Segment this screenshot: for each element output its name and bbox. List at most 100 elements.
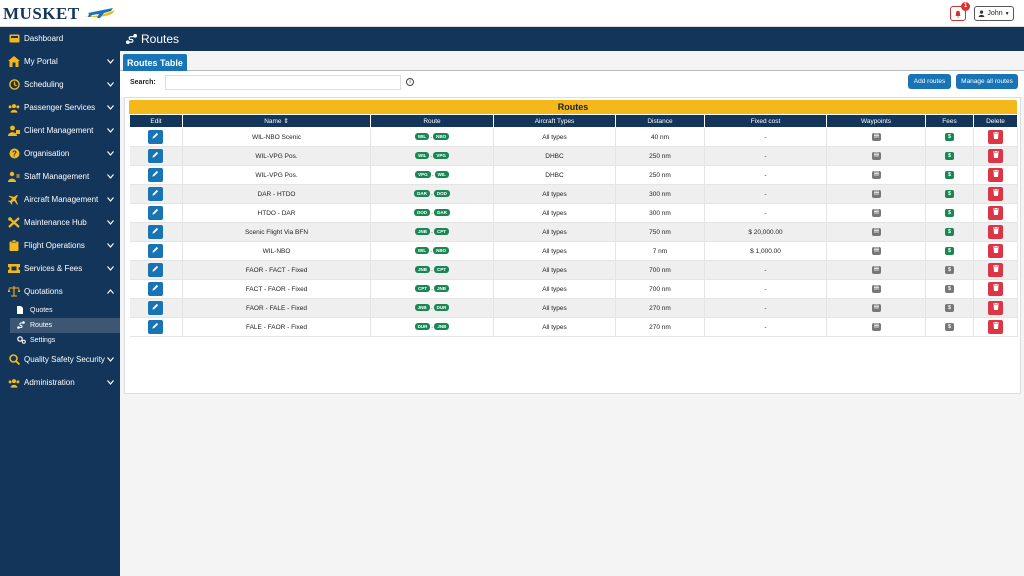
delete-button[interactable] [988,206,1003,220]
chevron-down-icon[interactable] [107,57,114,66]
fees-button[interactable]: $ [945,209,954,217]
sidebar-item-quality-safety-security[interactable]: Quality Safety Security [0,348,120,371]
delete-button[interactable] [988,130,1003,144]
delete-button[interactable] [988,263,1003,277]
chevron-up-icon[interactable] [107,287,114,296]
route-to-badge: JNB [434,323,450,331]
chevron-down-icon[interactable] [107,103,114,112]
edit-button[interactable] [148,263,164,277]
add-routes-button[interactable]: Add routes [908,74,951,89]
sidebar-subitem-quotes[interactable]: Quotes [0,303,120,318]
delete-button[interactable] [988,225,1003,239]
fees-button[interactable]: $ [945,304,954,312]
tab-routes-table[interactable]: Routes Table [123,54,187,71]
route-from-badge: DUR [414,323,431,331]
distance: 700 nm [615,279,705,299]
sidebar-subitem-routes[interactable]: Routes [10,318,120,333]
waypoints-button[interactable] [871,152,881,160]
tab-bar: Routes Table [120,51,1024,71]
fees-button[interactable]: $ [945,190,954,198]
routes-panel: Routes Edit Name ⇕ Route Aircraft Types … [124,97,1021,394]
staff-icon [8,171,20,183]
fees-button[interactable]: $ [945,323,954,331]
waypoints-button[interactable] [871,209,881,217]
edit-button[interactable] [148,320,164,334]
fees-button[interactable]: $ [945,247,954,255]
delete-button[interactable] [988,187,1003,201]
chevron-down-icon[interactable] [107,126,114,135]
sidebar-item-maintenance-hub[interactable]: Maintenance Hub [0,211,120,234]
chevron-down-icon[interactable] [107,378,114,387]
distance: 300 nm [615,203,705,223]
waypoints-button[interactable] [871,247,881,255]
sidebar-item-administration[interactable]: Administration [0,371,120,394]
sidebar-item-dashboard[interactable]: Dashboard [0,27,120,50]
delete-button[interactable] [988,301,1003,315]
client-icon [8,125,20,137]
chevron-down-icon[interactable] [107,218,114,227]
list-icon [873,304,879,309]
route-name: FALE - FAOR - Fixed [182,317,371,337]
sidebar-item-flight-operations[interactable]: Flight Operations [0,234,120,257]
fees-button[interactable]: $ [945,285,954,293]
chevron-down-icon[interactable] [107,80,114,89]
pencil-icon [152,227,159,234]
edit-button[interactable] [148,301,164,315]
route-from-badge: WIL [414,133,430,141]
brand-name: MUSKET [3,3,80,23]
info-icon[interactable]: i [406,78,414,86]
edit-button[interactable] [148,149,164,163]
edit-cell [129,279,183,299]
fees-button[interactable]: $ [945,133,954,141]
chevron-down-icon[interactable] [107,172,114,181]
edit-button[interactable] [148,187,164,201]
brand-logo[interactable]: MUSKET [3,4,116,23]
chevron-down-icon[interactable] [107,264,114,273]
edit-button[interactable] [148,130,164,144]
sidebar-subitem-settings[interactable]: Settings [0,333,120,348]
edit-button[interactable] [148,244,164,258]
delete-button[interactable] [988,320,1003,334]
waypoints-button[interactable] [871,266,881,274]
chevron-down-icon[interactable] [107,195,114,204]
edit-button[interactable] [148,282,164,296]
waypoints-button[interactable] [871,171,881,179]
fees-button[interactable]: $ [945,266,954,274]
chevron-down-icon[interactable] [107,355,114,364]
dollar-icon: $ [948,305,951,311]
edit-button[interactable] [148,225,164,239]
waypoints-button[interactable] [871,190,881,198]
waypoints-button[interactable] [871,304,881,312]
trash-icon [992,150,999,158]
chevron-down-icon[interactable] [107,149,114,158]
sort-icon[interactable]: ⇕ [283,118,289,125]
waypoints-button[interactable] [871,228,881,236]
chevron-down-icon[interactable] [107,241,114,250]
sidebar-item-passenger-services[interactable]: Passenger Services [0,96,120,119]
delete-button[interactable] [988,282,1003,296]
fees-button[interactable]: $ [945,171,954,179]
distance: 750 nm [615,222,705,242]
waypoints-button[interactable] [871,285,881,293]
search-input[interactable] [165,75,401,90]
fees-button[interactable]: $ [945,152,954,160]
sidebar-item-client-management[interactable]: Client Management [0,119,120,142]
delete-button[interactable] [988,244,1003,258]
col-header-name[interactable]: Name ⇕ [182,114,371,128]
sidebar-item-quotations[interactable]: Quotations [0,280,120,303]
sidebar-item-organisation[interactable]: ? Organisation [0,142,120,165]
waypoints-button[interactable] [871,323,881,331]
delete-button[interactable] [988,149,1003,163]
fees-button[interactable]: $ [945,228,954,236]
sidebar-item-staff-management[interactable]: Staff Management [0,165,120,188]
waypoints-button[interactable] [871,133,881,141]
sidebar-item-aircraft-management[interactable]: Aircraft Management [0,188,120,211]
edit-button[interactable] [148,206,164,220]
user-menu-button[interactable]: John ▼ [974,6,1014,21]
sidebar-item-scheduling[interactable]: Scheduling [0,73,120,96]
delete-button[interactable] [988,168,1003,182]
sidebar-item-services-and-fees[interactable]: Services & Fees [0,257,120,280]
manage-all-routes-button[interactable]: Manage all routes [956,74,1018,89]
edit-button[interactable] [148,168,164,182]
sidebar-item-my-portal[interactable]: My Portal [0,50,120,73]
